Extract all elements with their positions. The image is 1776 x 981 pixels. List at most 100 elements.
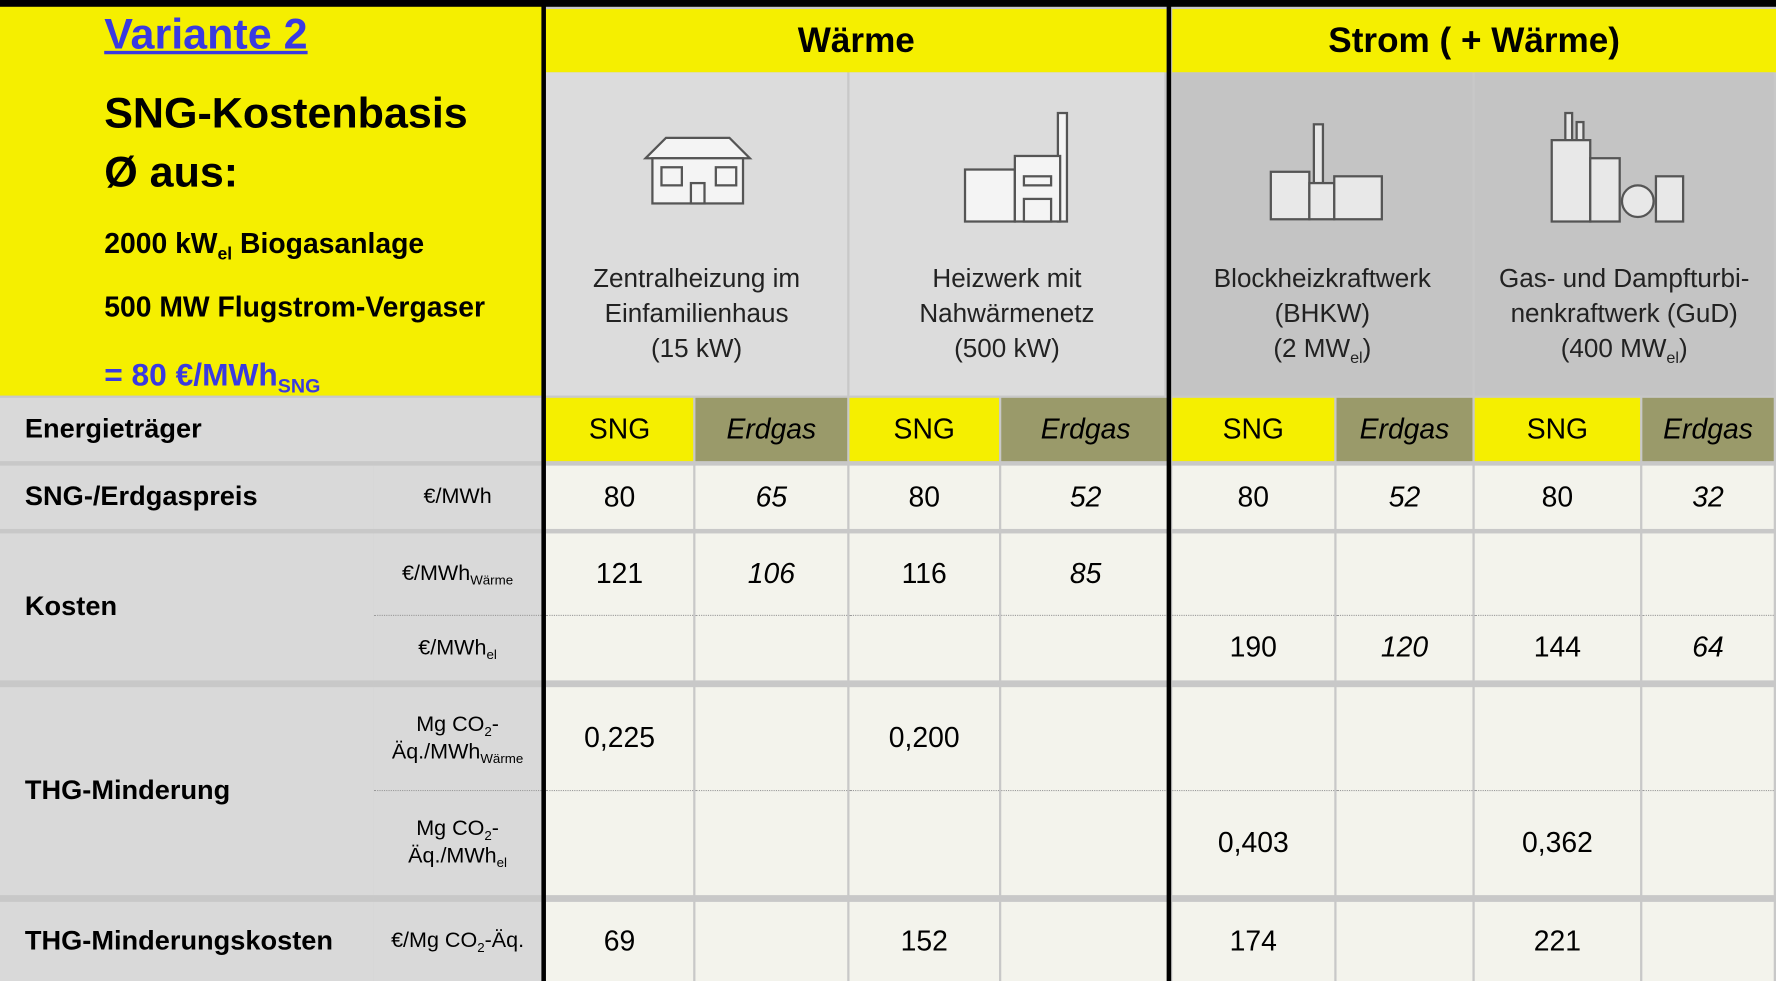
text: Ø aus:: [104, 149, 239, 197]
text-line: Mg CO2-: [392, 711, 523, 738]
text: Zentralheizung im: [593, 263, 801, 293]
carrier: Erdgas: [1001, 397, 1171, 462]
value-cell: 106: [695, 533, 848, 616]
value-cell: [1642, 791, 1774, 896]
text-line: €/MWh: [424, 484, 492, 511]
value-cell: [545, 791, 694, 896]
subscript: 2: [484, 828, 492, 844]
text: Nahwärmenetz: [919, 298, 1095, 328]
text-line: (500 kW): [919, 331, 1094, 366]
text: 174: [1229, 925, 1277, 957]
value-cell: [1336, 901, 1473, 981]
text-line: (BHKW): [1214, 296, 1431, 331]
text: -Äq.: [484, 929, 525, 953]
text-block: €/MWhWärme: [402, 561, 513, 588]
text: 2000 kW: [104, 228, 218, 260]
text: Erdgas: [726, 413, 817, 445]
text-line: Äq./MWhWärme: [392, 739, 523, 766]
text: Erdgas: [1359, 413, 1450, 445]
value-cell: [545, 615, 694, 681]
text: Strom ( + Wärme): [1328, 20, 1620, 60]
text-line: Mg CO2-: [408, 816, 507, 843]
value-cell: 116: [849, 533, 999, 616]
value-cell: 221: [1474, 901, 1641, 981]
text: SNG: [588, 413, 651, 445]
subscript: el: [1350, 349, 1363, 368]
top-border: [0, 0, 1776, 7]
carrier: SNG: [1172, 397, 1335, 462]
unit: Mg CO2- Äq./MWhel: [373, 791, 542, 896]
text: Gas- und Dampfturbi-: [1498, 263, 1750, 293]
row-label: Energieträger: [0, 397, 542, 462]
text: 52: [1388, 480, 1421, 513]
value-cell: [1474, 533, 1641, 616]
text-block: Gas- und Dampfturbi-nenkraftwerk (GuD) (4…: [1499, 261, 1749, 366]
row-label: SNG-/Erdgaspreis: [0, 465, 374, 529]
text: 80: [603, 480, 636, 513]
text-line: (400 MWel): [1499, 331, 1749, 366]
value-cell: [1001, 791, 1171, 896]
text: Biogasanlage: [232, 228, 425, 260]
value-cell: 144: [1474, 615, 1641, 681]
row-label: THG-Minderungskosten: [0, 901, 374, 981]
value-cell: [695, 791, 848, 896]
row-label: Kosten: [0, 533, 374, 681]
text-line: (2 MWel): [1214, 331, 1431, 366]
text: 144: [1533, 631, 1582, 664]
value-cell: [1336, 687, 1473, 792]
value-cell: 65: [695, 465, 848, 529]
value-cell: [1001, 901, 1171, 981]
subscript: Wärme: [480, 751, 524, 766]
value-cell: 52: [1001, 465, 1171, 529]
technology: Gas- und Dampfturbi-nenkraftwerk (GuD) (4…: [1474, 72, 1774, 396]
text: Variante 2: [104, 11, 308, 59]
text: €/MWh: [423, 484, 492, 509]
text: SNG-Kostenbasis: [104, 90, 468, 138]
text: (400 MW: [1560, 333, 1667, 363]
text: 0,362: [1521, 826, 1593, 859]
group-header: Strom ( + Wärme): [1172, 9, 1776, 73]
text: = 80 €/MWh: [104, 357, 278, 393]
value-cell: [1336, 791, 1473, 896]
text-block: Heizwerk mit Nahwärmenetz (500 kW): [919, 261, 1094, 366]
text-line: Zentralheizung im: [593, 261, 800, 296]
text: -: [491, 712, 499, 737]
house-icon: [642, 136, 753, 205]
text-block: €/Mg CO2-Äq.: [391, 928, 524, 955]
gud-icon: [1550, 111, 1685, 223]
subscript: el: [486, 647, 497, 662]
text: THG-Minderungskosten: [24, 925, 334, 957]
text-line: Äq./MWhel: [408, 843, 507, 870]
text-line: Gas- und Dampfturbi-: [1499, 261, 1749, 296]
carrier: SNG: [545, 397, 694, 462]
text: 85: [1069, 557, 1102, 590]
technology: Zentralheizung im Einfamilienhaus (15 kW): [545, 72, 848, 396]
value-cell: 80: [545, 465, 694, 529]
unit: €/MWh: [373, 465, 542, 529]
carrier: Erdgas: [695, 397, 848, 462]
value-cell: 80: [1172, 465, 1335, 529]
text-line: Heizwerk mit: [919, 261, 1094, 296]
value-cell: [1642, 533, 1774, 616]
text: SNG-/Erdgaspreis: [24, 481, 258, 512]
text-block: €/MWhel: [418, 635, 497, 662]
text: €/MWh: [402, 561, 471, 586]
value-cell: 85: [1001, 533, 1171, 616]
carrier: SNG: [849, 397, 999, 462]
value-cell: 80: [849, 465, 999, 529]
text: 0,200: [888, 722, 960, 754]
value-cell: 0,362: [1474, 791, 1641, 896]
text: 120: [1380, 631, 1429, 664]
carrier: SNG: [1474, 397, 1641, 462]
text-line: €/MWhWärme: [402, 561, 513, 588]
group-header: Wärme: [545, 9, 1167, 73]
unit: Mg CO2- Äq./MWhWärme: [373, 687, 542, 792]
result-line: = 80 €/MWhSNG: [104, 357, 320, 395]
text: (500 kW): [954, 333, 1060, 363]
text: Kosten: [24, 591, 118, 622]
text: 80: [1237, 480, 1270, 513]
text-line: Blockheizkraftwerk: [1214, 261, 1431, 296]
value-cell: 174: [1172, 901, 1335, 981]
text: 32: [1692, 480, 1724, 513]
